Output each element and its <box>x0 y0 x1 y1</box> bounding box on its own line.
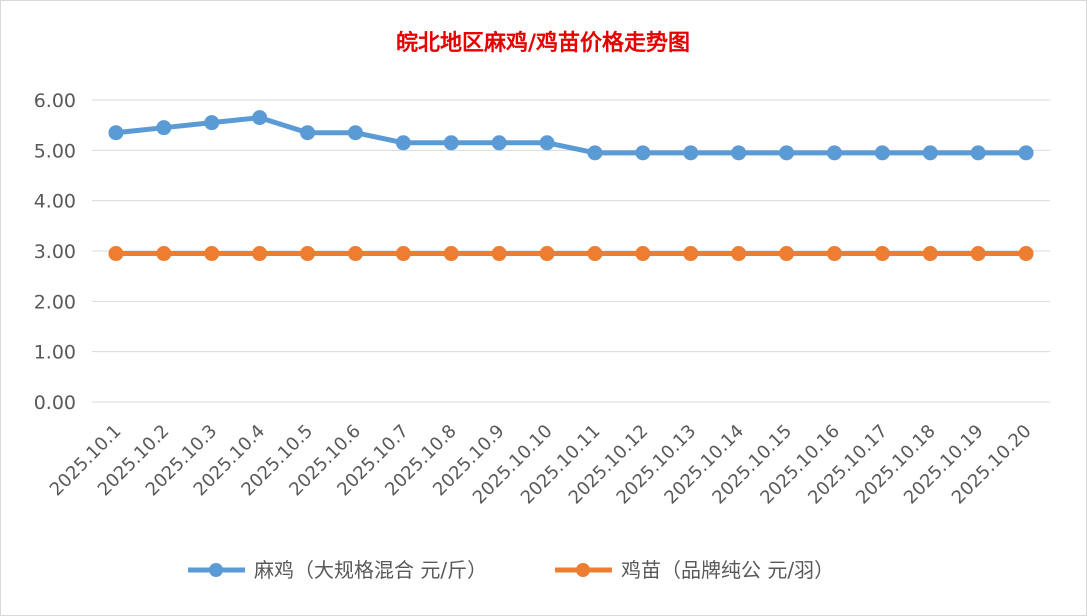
data-point <box>156 120 172 136</box>
series-lines <box>108 110 1034 262</box>
data-point <box>108 246 124 262</box>
series-1 <box>108 110 1034 161</box>
y-axis-ticks: 0.00 1.00 2.00 3.00 4.00 5.00 6.00 <box>34 90 76 414</box>
legend-label-series-2: 鸡苗（品牌纯公 元/羽） <box>621 558 834 582</box>
legend-item-series-2: 鸡苗（品牌纯公 元/羽） <box>555 558 834 582</box>
series-line-1 <box>113 115 1029 156</box>
data-point <box>395 135 411 151</box>
data-point <box>252 110 268 126</box>
data-point <box>204 246 220 262</box>
legend-marker-series-1 <box>209 563 223 577</box>
y-tick-label: 1.00 <box>34 342 76 364</box>
data-point <box>970 145 986 161</box>
data-point <box>779 145 795 161</box>
data-point <box>347 125 363 141</box>
legend-marker-series-2 <box>576 563 590 577</box>
data-point <box>443 135 459 151</box>
data-point <box>491 135 507 151</box>
y-tick-label: 3.00 <box>34 241 76 263</box>
data-point <box>635 145 651 161</box>
data-point <box>683 246 699 262</box>
data-point <box>1018 145 1034 161</box>
data-point <box>779 246 795 262</box>
data-point <box>922 246 938 262</box>
chart-title: 皖北地区麻鸡/鸡苗价格走势图 <box>396 30 690 56</box>
y-tick-label: 0.00 <box>34 392 76 414</box>
data-point <box>874 246 890 262</box>
y-tick-label: 5.00 <box>34 140 76 162</box>
data-point <box>587 145 603 161</box>
data-point <box>874 145 890 161</box>
data-point <box>300 125 316 141</box>
data-point <box>108 125 124 141</box>
legend-label-series-1: 麻鸡（大规格混合 元/斤） <box>254 558 487 582</box>
data-point <box>922 145 938 161</box>
data-point <box>683 145 699 161</box>
data-point <box>539 246 555 262</box>
data-point <box>204 115 220 131</box>
data-point <box>443 246 459 262</box>
data-point <box>347 246 363 262</box>
data-point <box>826 145 842 161</box>
data-point <box>970 246 986 262</box>
data-point <box>395 246 411 262</box>
y-tick-label: 6.00 <box>34 90 76 112</box>
data-point <box>635 246 651 262</box>
data-point <box>252 246 268 262</box>
data-point <box>491 246 507 262</box>
series-2 <box>108 246 1034 262</box>
data-point <box>300 246 316 262</box>
legend: 麻鸡（大规格混合 元/斤） 鸡苗（品牌纯公 元/羽） <box>188 558 834 582</box>
legend-item-series-1: 麻鸡（大规格混合 元/斤） <box>188 558 487 582</box>
y-tick-label: 4.00 <box>34 191 76 213</box>
data-point <box>587 246 603 262</box>
y-tick-label: 2.00 <box>34 291 76 313</box>
data-point <box>156 246 172 262</box>
data-point <box>539 135 555 151</box>
data-point <box>1018 246 1034 262</box>
data-point <box>826 246 842 262</box>
data-point <box>731 145 747 161</box>
data-point <box>731 246 747 262</box>
